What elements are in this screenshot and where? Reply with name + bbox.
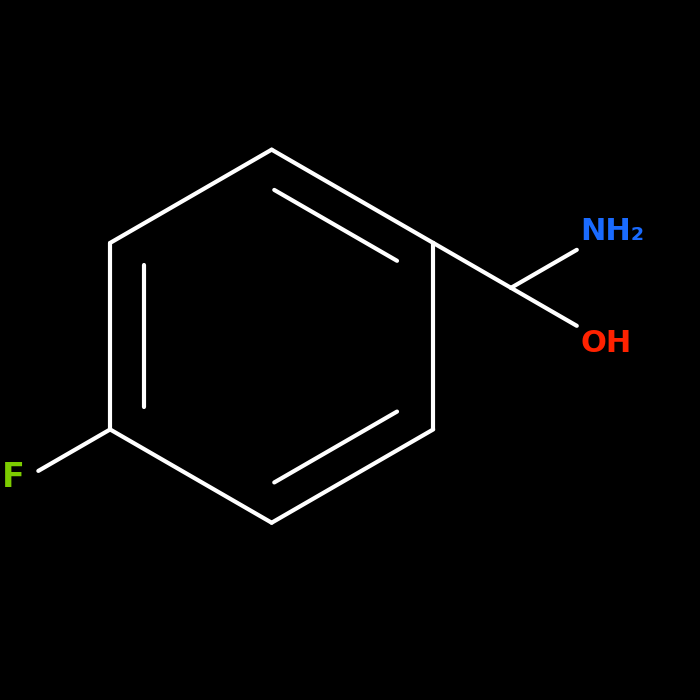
Text: NH₂: NH₂ bbox=[580, 218, 645, 246]
Text: OH: OH bbox=[580, 329, 631, 358]
Text: F: F bbox=[1, 461, 24, 494]
